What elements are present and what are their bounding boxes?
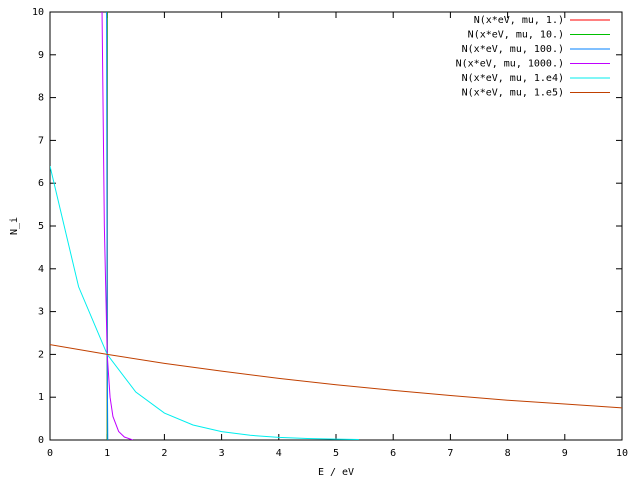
x-tick-label: 9 bbox=[562, 448, 568, 459]
legend-label: N(x*eV, mu, 1.e4) bbox=[462, 73, 564, 84]
x-axis-label: E / eV bbox=[318, 467, 354, 478]
y-tick-label: 0 bbox=[38, 435, 44, 446]
y-tick-label: 9 bbox=[38, 50, 44, 61]
y-tick-label: 1 bbox=[38, 392, 44, 403]
legend-label: N(x*eV, mu, 1000.) bbox=[456, 59, 564, 70]
x-tick-label: 3 bbox=[219, 448, 225, 459]
y-tick-label: 4 bbox=[38, 264, 44, 275]
x-tick-label: 8 bbox=[505, 448, 511, 459]
x-tick-label: 6 bbox=[390, 448, 396, 459]
legend-label: N(x*eV, mu, 1.) bbox=[474, 15, 564, 26]
x-tick-label: 1 bbox=[104, 448, 110, 459]
y-tick-label: 6 bbox=[38, 178, 44, 189]
plot-area bbox=[50, 12, 622, 440]
x-tick-label: 4 bbox=[276, 448, 282, 459]
y-tick-label: 2 bbox=[38, 349, 44, 360]
y-tick-label: 5 bbox=[38, 221, 44, 232]
x-tick-label: 2 bbox=[161, 448, 167, 459]
plot-border bbox=[49, 11, 623, 441]
y-tick-label: 8 bbox=[38, 93, 44, 104]
legend-label: N(x*eV, mu, 100.) bbox=[462, 44, 564, 55]
x-tick-label: 7 bbox=[447, 448, 453, 459]
y-tick-label: 7 bbox=[38, 135, 44, 146]
x-tick-label: 10 bbox=[616, 448, 628, 459]
series-line bbox=[50, 344, 622, 409]
y-axis-label: N_i bbox=[9, 217, 20, 235]
legend-label: N(x*eV, mu, 10.) bbox=[468, 30, 564, 41]
y-tick-label: 10 bbox=[32, 7, 44, 18]
x-tick-label: 0 bbox=[47, 448, 53, 459]
x-tick-label: 5 bbox=[333, 448, 339, 459]
legend-label: N(x*eV, mu, 1.e5) bbox=[462, 88, 564, 99]
series-line bbox=[101, 12, 134, 440]
y-tick-label: 3 bbox=[38, 307, 44, 318]
series-line bbox=[50, 165, 359, 440]
